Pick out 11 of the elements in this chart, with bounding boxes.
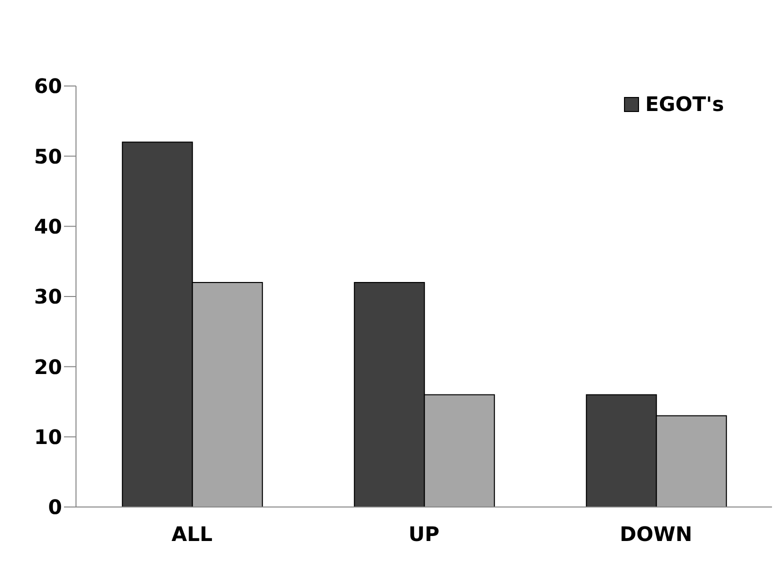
y-tick-label: 20 bbox=[34, 354, 62, 379]
y-tick-label: 0 bbox=[48, 495, 62, 520]
y-tick-label: 30 bbox=[34, 284, 62, 309]
x-tick-label: UP bbox=[408, 522, 440, 546]
y-tick-label: 10 bbox=[34, 424, 62, 449]
x-tick-label: DOWN bbox=[620, 522, 692, 546]
y-tick-label: 50 bbox=[34, 144, 62, 168]
y-tick-label: 40 bbox=[34, 214, 62, 238]
legend-label: EGOT's bbox=[645, 92, 724, 116]
x-tick-label: ALL bbox=[172, 522, 213, 546]
y-tick-label: 60 bbox=[34, 74, 62, 98]
